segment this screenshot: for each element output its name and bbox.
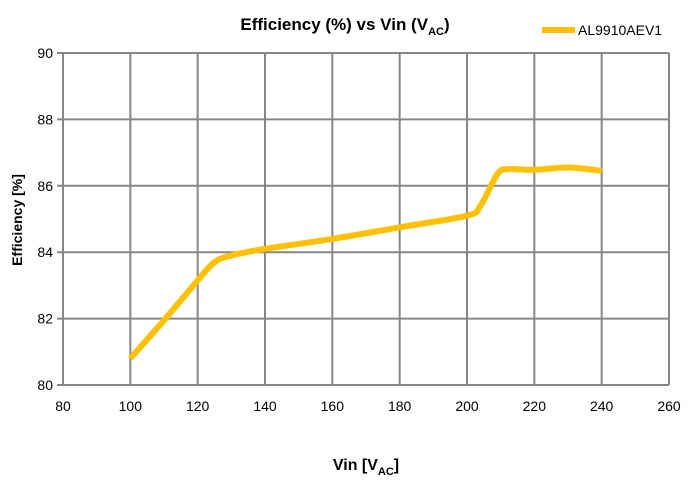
y-tick-label: 88 (37, 111, 53, 127)
x-tick-label: 220 (523, 398, 547, 414)
x-tick-label: 260 (657, 398, 681, 414)
x-tick-label: 100 (119, 398, 143, 414)
x-tick-label: 240 (590, 398, 614, 414)
grid (57, 52, 670, 386)
x-tick-label: 80 (55, 398, 71, 414)
y-tick-label: 84 (37, 244, 53, 260)
series (128, 164, 602, 361)
x-tick-label: 180 (388, 398, 412, 414)
x-tick-label: 140 (253, 398, 277, 414)
chart-title: Efficiency (%) vs Vin (VAC) (240, 15, 449, 38)
x-axis-label: Vin [VAC] (333, 457, 399, 478)
y-tick-label: 90 (37, 45, 53, 61)
x-tick-label: 120 (186, 398, 210, 414)
x-tick-label: 200 (455, 398, 479, 414)
series-line (128, 164, 602, 361)
x-tick-label: 160 (321, 398, 345, 414)
ticks: 80 100 120 140 160 180 200 220 240 260 80 82 84 86 88 9… (37, 45, 680, 414)
y-axis-label: Efficiency [%] (9, 174, 25, 266)
legend-label: AL9910AEV1 (578, 22, 662, 38)
y-tick-label: 82 (37, 311, 53, 327)
y-tick-label: 86 (37, 178, 53, 194)
legend: AL9910AEV1 (542, 22, 662, 38)
y-tick-label: 80 (37, 377, 53, 393)
